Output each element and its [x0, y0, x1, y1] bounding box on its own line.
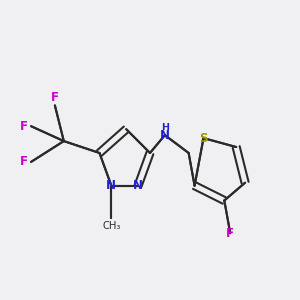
- Text: F: F: [226, 227, 234, 240]
- Text: F: F: [20, 120, 28, 133]
- Text: N: N: [133, 179, 143, 192]
- Text: N: N: [160, 129, 170, 142]
- Text: H: H: [161, 123, 169, 132]
- Text: N: N: [106, 179, 116, 192]
- Text: F: F: [20, 155, 28, 168]
- Text: F: F: [51, 92, 59, 104]
- Text: CH₃: CH₃: [102, 221, 121, 231]
- Text: S: S: [199, 132, 208, 145]
